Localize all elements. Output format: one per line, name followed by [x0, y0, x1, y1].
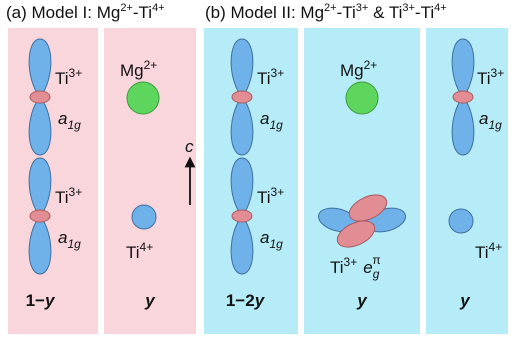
label-part: Ti	[477, 69, 491, 88]
atom	[132, 205, 156, 229]
label-part: 3+	[491, 66, 505, 80]
axis-label: c	[185, 137, 194, 156]
label-part: 2+	[120, 2, 133, 14]
label-part: Ti	[55, 69, 69, 88]
label-part: π	[372, 253, 380, 267]
diagram: c (a) Model I: Mg2+-Ti4+Ti3+a1gTi3+a1g1−…	[0, 0, 517, 340]
label-part: Mg	[340, 61, 364, 80]
label-part: (b) Model II: Mg	[205, 3, 324, 22]
label-part: 3+	[69, 66, 83, 80]
label-part: Mg	[120, 61, 144, 80]
atom	[449, 209, 473, 233]
label-part: y	[356, 291, 368, 310]
label-part: Ti	[126, 243, 140, 262]
orbital-torus	[453, 91, 473, 103]
atom	[346, 82, 378, 114]
column-bg	[8, 28, 98, 334]
label-part: -Ti	[415, 3, 434, 22]
label-part: e	[363, 258, 372, 277]
label-part: y	[44, 291, 56, 310]
label-part: a	[479, 109, 488, 128]
label-part: 1g	[269, 237, 283, 251]
label-part: 1g	[67, 118, 81, 132]
label-part: 3+	[69, 185, 83, 199]
atom	[127, 82, 159, 114]
label-part: Ti	[55, 188, 69, 207]
label-part: 1−2	[226, 291, 255, 310]
label-part: 1g	[488, 118, 502, 132]
label-part: Ti	[330, 258, 344, 277]
orbital-torus	[232, 91, 252, 103]
label-part: g	[373, 267, 380, 281]
label-part: 3+	[271, 66, 285, 80]
label-part: 2+	[144, 58, 158, 72]
label-part: 3+	[356, 2, 369, 14]
label-part: 1g	[67, 237, 81, 251]
orbital-torus	[232, 210, 252, 222]
orbital-torus	[30, 91, 50, 103]
panel-title: (a) Model I: Mg2+-Ti4+	[6, 2, 165, 22]
label-part: -Ti	[133, 3, 152, 22]
label-part: y	[144, 291, 156, 310]
label-part: y	[459, 291, 471, 310]
label-part: a	[260, 109, 269, 128]
label-part: 3+	[344, 255, 358, 269]
fraction-label: y	[459, 291, 471, 310]
label-part: Ti	[475, 243, 489, 262]
fraction-label: 1−2y	[226, 291, 266, 310]
orbital-torus	[30, 210, 50, 222]
label-part: y	[254, 291, 266, 310]
label-part: (a) Model I: Mg	[6, 3, 120, 22]
column-bg	[104, 28, 196, 334]
fraction-label: 1−y	[26, 291, 56, 310]
label-part: 3+	[271, 185, 285, 199]
fraction-label: y	[356, 291, 368, 310]
label-part: 1−	[26, 291, 45, 310]
label-part: 3+	[402, 2, 415, 14]
label-part: & Ti	[368, 3, 402, 22]
label-part: 1g	[269, 118, 283, 132]
fraction-label: y	[144, 291, 156, 310]
label-part: Ti	[257, 69, 271, 88]
label-part: 4+	[489, 240, 503, 254]
label-part: -Ti	[337, 3, 356, 22]
label-part: a	[260, 228, 269, 247]
label-part: a	[58, 109, 67, 128]
label-part: Ti	[257, 188, 271, 207]
label-part: 2+	[364, 58, 378, 72]
label-part: 4+	[140, 240, 154, 254]
label-part: a	[58, 228, 67, 247]
label-part: 4+	[152, 2, 165, 14]
panel-title: (b) Model II: Mg2+-Ti3+ & Ti3+-Ti4+	[205, 2, 447, 22]
label-part: 2+	[324, 2, 337, 14]
label-part: 4+	[434, 2, 447, 14]
